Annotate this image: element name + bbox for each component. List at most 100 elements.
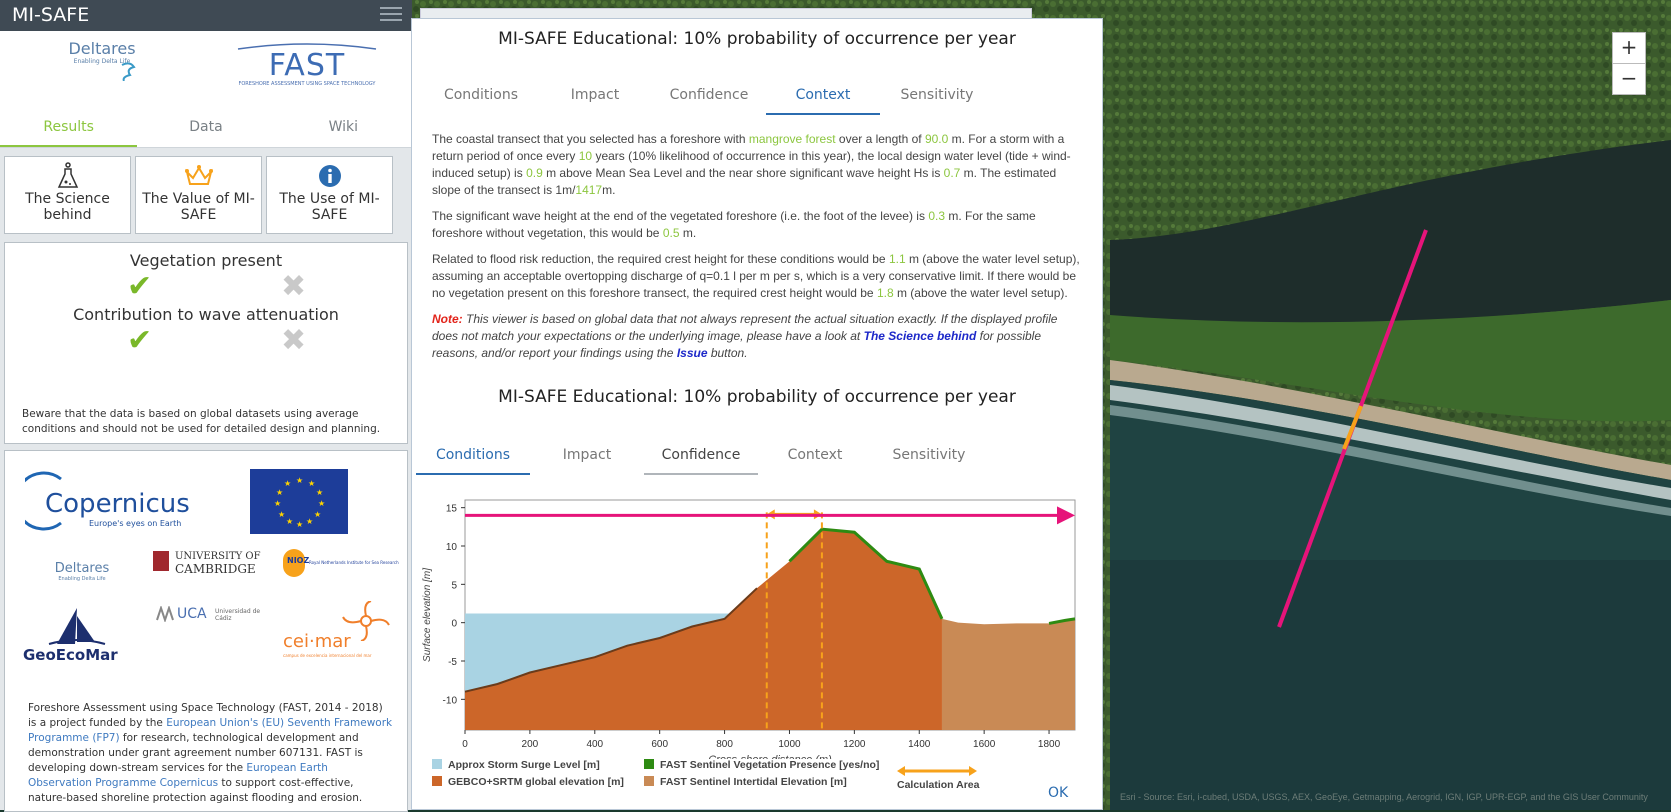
svg-text:★: ★: [286, 517, 293, 526]
check-icon: ✔: [127, 323, 153, 358]
svg-text:★: ★: [296, 520, 303, 529]
legend-label: Approx Storm Surge Level [m]: [448, 759, 600, 771]
value-label: The Value of MI-SAFE: [142, 191, 255, 223]
info-buttons: The Science behind The Value of MI-SAFE …: [0, 148, 412, 242]
vegetation-present-label: Vegetation present: [129, 251, 283, 270]
x-tick-label: 1800: [1038, 739, 1061, 750]
double-arrow-icon: [897, 766, 977, 776]
profile-chart: 0 200 400 600 800 1000 1200 1400 1600 1800 -10 -5 0 5…: [422, 499, 1076, 759]
tab-confidence[interactable]: Confidence: [644, 437, 758, 475]
svg-text:★: ★: [318, 499, 325, 508]
zoom-out-button[interactable]: −: [1612, 63, 1646, 95]
tab-conditions[interactable]: Conditions: [443, 87, 519, 103]
legend-item: Calculation Area: [897, 765, 979, 791]
tab-impact[interactable]: Impact: [570, 87, 620, 103]
zoom-in-button[interactable]: +: [1612, 32, 1646, 64]
wave-direction-arrowhead: [1057, 506, 1075, 525]
context-text: The coastal transect that you selected h…: [432, 131, 1082, 371]
sidebar-tabs: Results Data Wiki: [0, 107, 412, 148]
svg-text:★: ★: [274, 499, 281, 508]
eu-flag-logo[interactable]: ★ ★ ★ ★ ★ ★ ★ ★ ★ ★ ★ ★: [250, 469, 348, 534]
y-tick-label: 15: [446, 504, 458, 515]
second-dialog-tabs: Conditions Impact Confidence Context Sen…: [416, 437, 986, 475]
context-paragraph: The coastal transect that you selected h…: [432, 132, 1071, 197]
legend-item: FAST Sentinel Vegetation Presence [yes/n…: [644, 759, 879, 771]
y-tick-label: -10: [443, 695, 458, 706]
legend-item: GEBCO+SRTM global elevation [m]: [432, 776, 624, 788]
tab-impact[interactable]: Impact: [562, 447, 612, 463]
x-tick-label: 1200: [843, 739, 866, 750]
x-tick-label: 1600: [973, 739, 996, 750]
tab-sensitivity[interactable]: Sensitivity: [900, 87, 974, 103]
map-attribution: Esri - Source: Esri, i-cubed, USDA, USGS…: [1120, 792, 1648, 802]
svg-text:★: ★: [316, 488, 323, 497]
x-tick-label: 600: [651, 739, 668, 750]
svg-text:★: ★: [308, 479, 315, 488]
x-tick-label: 1400: [908, 739, 931, 750]
dialog-tabs: Conditions Impact Confidence Context Sen…: [424, 77, 994, 115]
svg-text:★: ★: [284, 479, 291, 488]
legend-item: FAST Sentinel Intertidal Elevation [m]: [644, 776, 847, 788]
tab-wiki[interactable]: Wiki: [328, 119, 359, 135]
deltares-logo[interactable]: Deltares Enabling Delta Life: [62, 39, 142, 81]
science-behind-label: The Science behind: [25, 191, 110, 223]
tab-context[interactable]: Context: [766, 77, 880, 115]
svg-text:★: ★: [276, 488, 283, 497]
elevation-area: [465, 529, 942, 730]
geoecomar-logo[interactable]: GeoEcoMar: [23, 606, 133, 666]
tab-results[interactable]: Results: [0, 107, 138, 147]
svg-text:★: ★: [278, 510, 285, 519]
value-button[interactable]: The Value of MI-SAFE: [135, 156, 262, 234]
tab-context[interactable]: Context: [787, 447, 843, 463]
contribution-label: Contribution to wave attenuation: [73, 305, 339, 324]
ceimar-logo[interactable]: cei·mar campus de excelencia internacion…: [283, 601, 393, 661]
fp7-link[interactable]: European Union's (EU) Seventh Framework …: [28, 717, 393, 744]
vegetation-results: Vegetation present ✔ ✖ Contribution to w…: [4, 242, 408, 444]
sidebar: MI-SAFE Deltares Enabling Delta Life FAS…: [0, 0, 412, 812]
y-tick-label: 10: [446, 542, 458, 553]
use-button[interactable]: The Use of MI-SAFE: [266, 156, 393, 234]
app-title: MI-SAFE: [12, 4, 90, 26]
tab-confidence[interactable]: Confidence: [669, 87, 749, 103]
x-tick-label: 200: [522, 739, 539, 750]
copernicus-logo[interactable]: Copernicus Europe's eyes on Earth: [25, 471, 190, 531]
y-tick-label: -5: [448, 657, 457, 668]
legend-label: FAST Sentinel Intertidal Elevation [m]: [660, 776, 847, 788]
tab-sensitivity[interactable]: Sensitivity: [892, 447, 966, 463]
second-dialog-title: MI-SAFE Educational: 10% probability of …: [498, 387, 1016, 407]
legend-label: GEBCO+SRTM global elevation [m]: [448, 776, 624, 788]
science-behind-button[interactable]: The Science behind: [4, 156, 131, 234]
context-note: Note: This viewer is based on global dat…: [432, 312, 1058, 360]
partners-panel: Copernicus Europe's eyes on Earth ★ ★ ★ ★ ★ ★…: [4, 450, 408, 812]
copernicus-link[interactable]: European Earth Observation Programme Cop…: [28, 762, 328, 789]
vegetation-line: [788, 527, 944, 620]
fast-logo[interactable]: FAST FORESHORE ASSESSMENT USING SPACE TE…: [236, 41, 378, 87]
use-label: The Use of MI-SAFE: [279, 191, 380, 223]
fast-description: Foreshore Assessment using Space Technol…: [28, 702, 393, 804]
x-tick-label: 1000: [778, 739, 801, 750]
top-logos: Deltares Enabling Delta Life FAST FORESH…: [0, 31, 412, 107]
svg-text:★: ★: [296, 476, 303, 485]
y-tick-label: 0: [451, 619, 457, 630]
science-behind-link[interactable]: The Science behind: [863, 329, 977, 343]
ok-button[interactable]: OK: [1048, 785, 1069, 801]
legend-swatch: [432, 759, 442, 769]
vegetation-line: [1048, 617, 1076, 625]
tab-conditions[interactable]: Conditions: [416, 437, 530, 475]
menu-icon[interactable]: [380, 7, 402, 23]
storm-surge-area: [465, 613, 735, 692]
flask-icon: [5, 161, 130, 191]
context-paragraph: The significant wave height at the end o…: [432, 209, 1036, 240]
deltares-logo[interactable]: Deltares Enabling Delta Life: [54, 561, 110, 582]
info-icon: [267, 161, 392, 191]
results-dialog: MI-SAFE Educational: 10% probability of …: [411, 18, 1103, 810]
issue-link[interactable]: Issue: [676, 346, 708, 360]
crown-icon: [136, 161, 261, 191]
uca-logo[interactable]: UCA Universidad de Cádiz: [155, 606, 265, 626]
tab-data[interactable]: Data: [189, 119, 223, 135]
x-tick-label: 800: [716, 739, 733, 750]
legend-item: Approx Storm Surge Level [m]: [432, 759, 600, 771]
nioz-logo[interactable]: NIOZ Royal Netherlands Institute for Sea…: [283, 549, 399, 579]
legend-swatch: [644, 759, 654, 769]
profile-line: [464, 587, 758, 693]
